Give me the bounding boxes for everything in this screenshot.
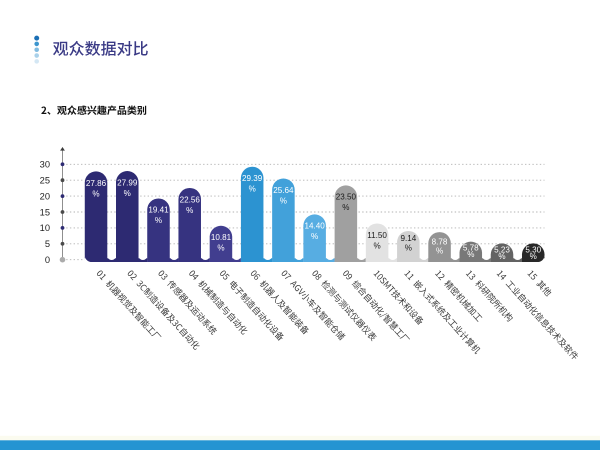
svg-text:19.41: 19.41: [148, 206, 169, 215]
svg-text:%: %: [155, 216, 162, 225]
svg-text:11.50: 11.50: [367, 231, 387, 240]
svg-text:%: %: [436, 246, 443, 255]
svg-text:%: %: [467, 250, 474, 259]
svg-text:15: 15: [40, 207, 50, 217]
svg-text:%: %: [217, 244, 224, 253]
svg-text:9.14: 9.14: [400, 234, 416, 243]
svg-text:%: %: [530, 252, 537, 261]
svg-text:%: %: [498, 252, 505, 261]
svg-text:30: 30: [40, 160, 50, 170]
svg-text:25: 25: [40, 176, 50, 186]
svg-text:10: 10: [40, 223, 50, 233]
svg-text:8.78: 8.78: [432, 237, 448, 246]
svg-text:25.64: 25.64: [273, 186, 294, 195]
svg-text:20: 20: [40, 191, 50, 201]
svg-text:%: %: [311, 232, 318, 241]
svg-text:%: %: [280, 196, 287, 205]
svg-text:5: 5: [45, 239, 50, 249]
svg-text:%: %: [249, 184, 256, 193]
svg-text:22.56: 22.56: [180, 196, 201, 205]
svg-text:27.86: 27.86: [86, 179, 107, 188]
svg-text:%: %: [405, 243, 412, 252]
svg-text:5.23: 5.23: [494, 245, 510, 254]
svg-text:%: %: [373, 241, 380, 250]
svg-text:29.39: 29.39: [242, 174, 263, 183]
svg-text:%: %: [342, 203, 349, 212]
svg-text:10.81: 10.81: [211, 233, 232, 242]
svg-text:14.40: 14.40: [305, 222, 326, 231]
svg-text:0: 0: [45, 255, 50, 265]
svg-text:%: %: [92, 189, 99, 198]
svg-text:%: %: [186, 206, 193, 215]
svg-text:27.99: 27.99: [117, 178, 138, 187]
svg-text:%: %: [124, 189, 131, 198]
svg-text:23.50: 23.50: [336, 193, 357, 202]
svg-text:5.30: 5.30: [525, 245, 541, 254]
svg-text:5.78: 5.78: [463, 244, 479, 253]
